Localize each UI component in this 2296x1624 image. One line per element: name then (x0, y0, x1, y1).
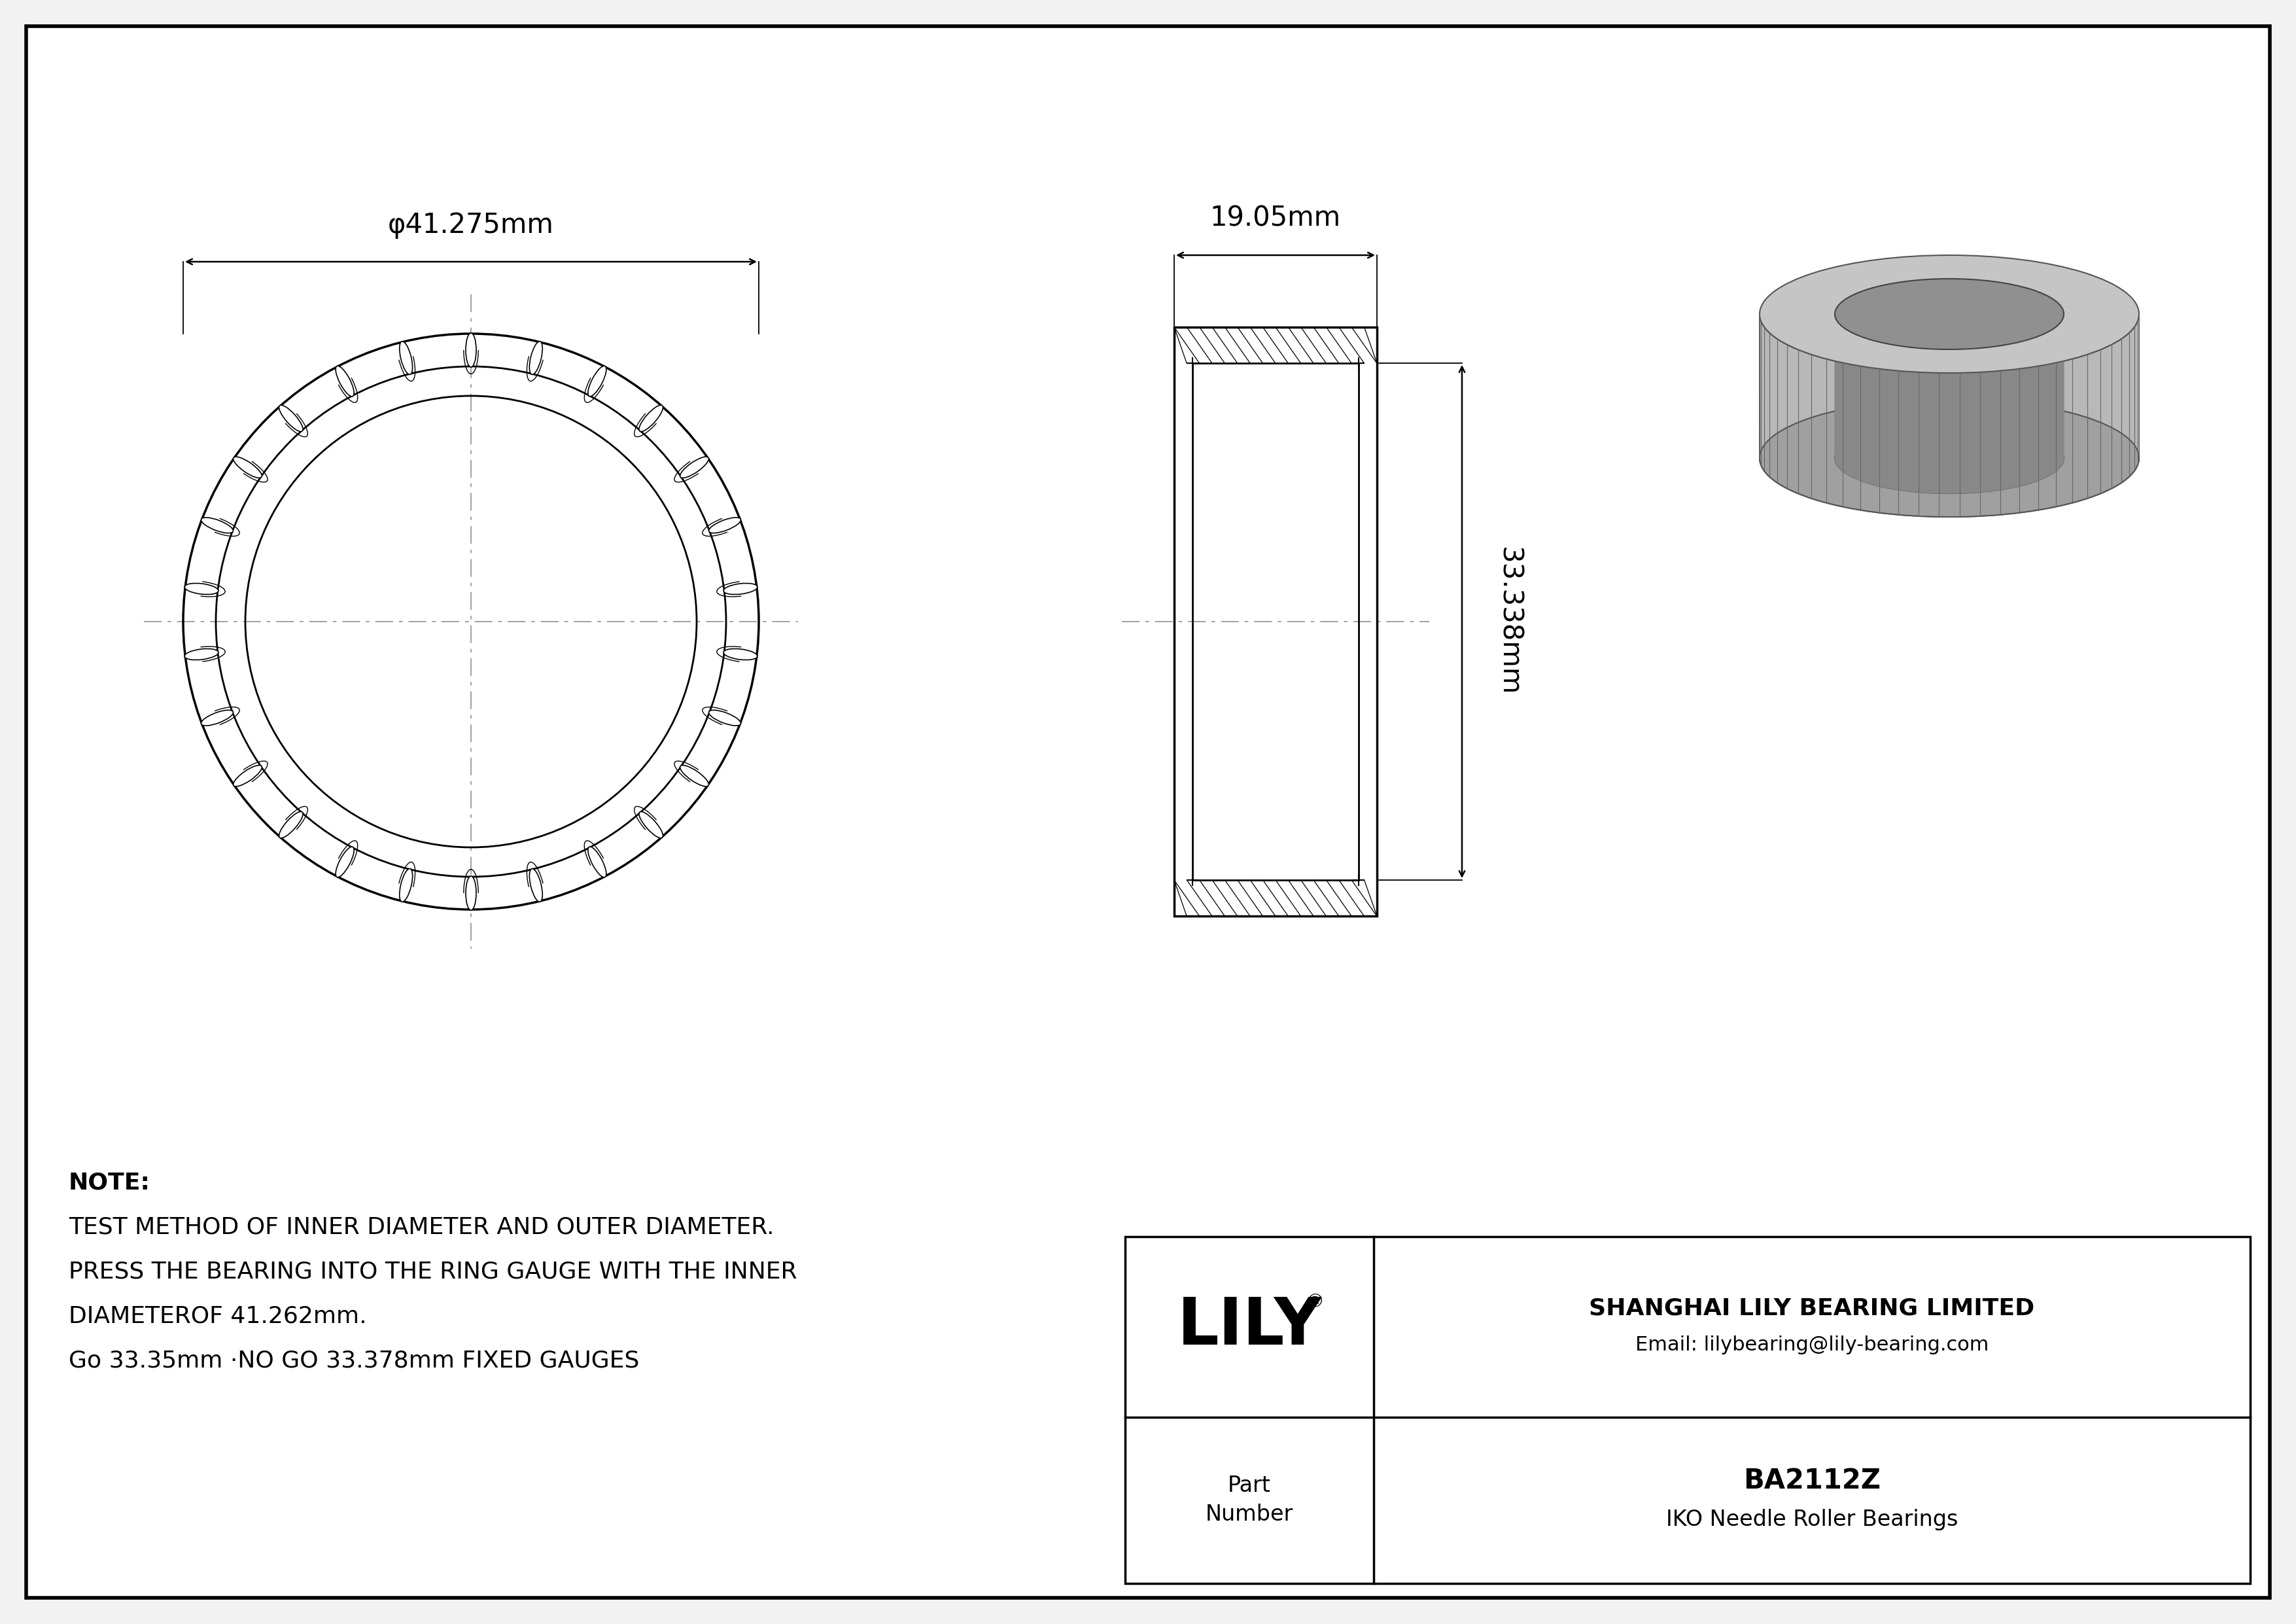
Text: SHANGHAI LILY BEARING LIMITED: SHANGHAI LILY BEARING LIMITED (1589, 1298, 2034, 1320)
Ellipse shape (202, 710, 234, 726)
Ellipse shape (723, 583, 758, 594)
Ellipse shape (1835, 422, 2064, 494)
Text: 33.338mm: 33.338mm (1495, 547, 1522, 697)
Ellipse shape (335, 365, 354, 396)
Bar (1173, 326, 1378, 916)
Ellipse shape (709, 710, 742, 726)
Bar (1125, 1236, 2250, 1583)
Polygon shape (1835, 313, 2064, 494)
Bar (1192, 364, 1359, 880)
Ellipse shape (184, 583, 218, 594)
Ellipse shape (1835, 279, 2064, 349)
Text: PRESS THE BEARING INTO THE RING GAUGE WITH THE INNER: PRESS THE BEARING INTO THE RING GAUGE WI… (69, 1260, 797, 1283)
Ellipse shape (588, 846, 606, 877)
Text: Email: lilybearing@lily-bearing.com: Email: lilybearing@lily-bearing.com (1635, 1335, 1988, 1354)
Text: 19.05mm: 19.05mm (1210, 205, 1341, 232)
Ellipse shape (638, 812, 664, 838)
Text: NOTE:: NOTE: (69, 1171, 149, 1194)
Text: IKO Needle Roller Bearings: IKO Needle Roller Bearings (1667, 1509, 1958, 1531)
Text: BA2112Z: BA2112Z (1743, 1466, 1880, 1494)
Ellipse shape (530, 341, 542, 375)
Ellipse shape (588, 365, 606, 396)
Ellipse shape (680, 456, 709, 477)
Ellipse shape (234, 456, 262, 477)
Text: ®: ® (1306, 1293, 1325, 1311)
Ellipse shape (1759, 255, 2140, 374)
Ellipse shape (1759, 400, 2140, 516)
Ellipse shape (280, 812, 303, 838)
Ellipse shape (723, 648, 758, 659)
Text: TEST METHOD OF INNER DIAMETER AND OUTER DIAMETER.: TEST METHOD OF INNER DIAMETER AND OUTER … (69, 1216, 774, 1237)
Ellipse shape (400, 341, 413, 375)
Ellipse shape (335, 846, 354, 877)
Text: φ41.275mm: φ41.275mm (388, 211, 553, 239)
Text: Go 33.35mm ·NO GO 33.378mm FIXED GAUGES: Go 33.35mm ·NO GO 33.378mm FIXED GAUGES (69, 1350, 638, 1371)
Ellipse shape (234, 765, 262, 786)
Polygon shape (1759, 313, 2140, 516)
Ellipse shape (400, 869, 413, 901)
Ellipse shape (202, 518, 234, 533)
Ellipse shape (466, 333, 475, 367)
Ellipse shape (466, 875, 475, 909)
Ellipse shape (709, 518, 742, 533)
Text: Part: Part (1228, 1475, 1272, 1497)
Ellipse shape (184, 648, 218, 659)
Circle shape (184, 333, 758, 909)
Ellipse shape (638, 404, 664, 432)
Ellipse shape (280, 404, 303, 432)
Text: Number: Number (1205, 1504, 1293, 1525)
Text: LILY: LILY (1178, 1294, 1322, 1359)
Bar (1173, 326, 1378, 916)
Ellipse shape (680, 765, 709, 786)
Ellipse shape (530, 869, 542, 901)
Text: DIAMETEROF 41.262mm.: DIAMETEROF 41.262mm. (69, 1304, 367, 1327)
